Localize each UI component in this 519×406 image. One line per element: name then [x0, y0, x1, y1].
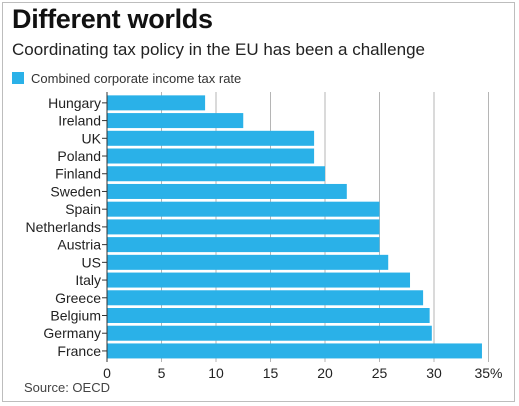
bar: [107, 130, 315, 146]
bar: [107, 183, 347, 199]
category-label: Germany: [43, 325, 101, 341]
chart-subtitle: Coordinating tax policy in the EU has be…: [12, 40, 425, 59]
x-tick-label: 10: [208, 365, 224, 381]
bar: [107, 290, 424, 306]
category-label: Greece: [55, 290, 101, 306]
bar: [107, 113, 244, 129]
x-tick-label: 20: [317, 365, 333, 381]
x-tick-label: 15: [263, 365, 279, 381]
category-label: Spain: [65, 201, 101, 217]
bar: [107, 325, 432, 341]
category-label: US: [82, 254, 101, 270]
category-label: Netherlands: [26, 219, 102, 235]
bar: [107, 308, 430, 323]
bar: [107, 343, 482, 359]
category-label: Belgium: [50, 308, 101, 324]
bar: [107, 148, 315, 164]
category-label: Finland: [55, 166, 101, 182]
x-tick-label: 30: [426, 365, 442, 381]
bar: [107, 237, 380, 253]
bar: [107, 166, 325, 182]
category-label: Hungary: [48, 95, 101, 111]
x-tick-label: 5: [158, 365, 166, 381]
legend-label: Combined corporate income tax rate: [31, 70, 242, 86]
legend-swatch: [12, 72, 24, 84]
bar: [107, 272, 411, 288]
x-tick-label: 0: [103, 365, 111, 381]
category-label: UK: [82, 130, 102, 146]
category-label: Poland: [57, 148, 101, 164]
category-label: Ireland: [58, 113, 101, 129]
category-label: Austria: [57, 237, 101, 253]
category-label: Italy: [75, 272, 101, 288]
category-label: Sweden: [50, 183, 101, 199]
category-label: France: [57, 343, 101, 359]
x-tick-label: 25: [372, 365, 388, 381]
legend: Combined corporate income tax rate: [12, 69, 241, 87]
bar: [107, 95, 206, 111]
source-note: Source: OECD: [24, 380, 110, 395]
bar: [107, 201, 380, 217]
bar: [107, 254, 389, 270]
bar: [107, 219, 380, 235]
chart-title: Different worlds: [12, 4, 213, 34]
x-tick-label: 35%: [474, 365, 502, 381]
